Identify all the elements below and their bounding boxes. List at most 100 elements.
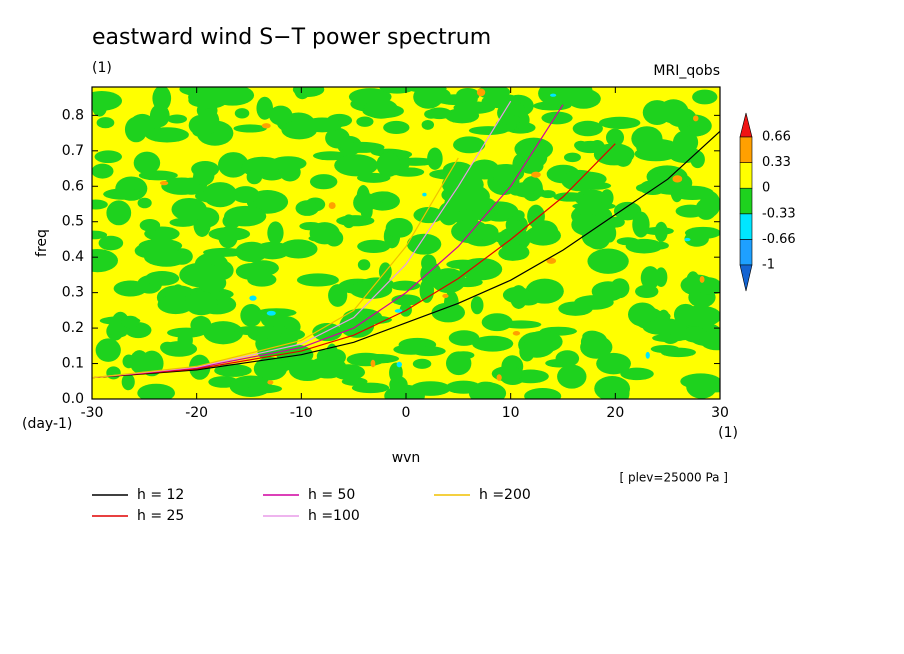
model-label: MRI_qobs: [653, 63, 720, 79]
field-patch: [376, 152, 401, 177]
field-patch: [356, 354, 400, 364]
y-tick-label: 0.4: [62, 249, 84, 265]
colorbar-label: -1: [762, 258, 775, 273]
colorbar-label: 0: [762, 181, 770, 196]
y-tick-label: 0.6: [62, 178, 84, 194]
field-patch: [459, 257, 503, 281]
legend-label: h =200: [479, 487, 531, 503]
field-patch: [261, 123, 271, 129]
field-patch: [383, 120, 410, 134]
field-patch: [224, 205, 267, 227]
x-tick-label: -20: [185, 405, 208, 421]
field-patch: [476, 224, 499, 241]
field-patch: [431, 302, 465, 323]
field-patch: [594, 376, 631, 399]
field-patch: [357, 172, 391, 183]
curve: [92, 130, 720, 379]
field-patch: [591, 281, 625, 302]
field-patch: [419, 278, 435, 303]
field-patch: [256, 96, 274, 120]
field-patch: [390, 280, 421, 291]
field-patch: [596, 352, 631, 375]
annotation: [ plev=25000 Pa ]: [619, 471, 728, 485]
field-patch: [427, 147, 443, 170]
field-patch: [145, 127, 189, 143]
x-tick-label: 30: [711, 405, 729, 421]
field-patch: [159, 181, 169, 186]
field-patch: [92, 248, 118, 273]
field-patch: [299, 221, 322, 231]
field-patch: [356, 185, 370, 209]
field-patch: [636, 139, 681, 158]
field-patch: [550, 93, 557, 97]
colorbar-label: -0.66: [762, 232, 796, 247]
y-tick-label: 0.2: [62, 320, 84, 336]
field-patch: [103, 188, 143, 200]
field-patch: [699, 276, 705, 283]
shaded-field: [92, 87, 720, 399]
field-patch: [525, 278, 564, 304]
field-patch: [673, 303, 698, 326]
field-patch: [294, 87, 311, 100]
legend-label: h =100: [308, 508, 360, 524]
x-unit: (1): [718, 425, 738, 441]
field-patch: [504, 244, 530, 261]
field-patch: [481, 313, 513, 332]
field-patch: [632, 211, 650, 238]
field-patch: [350, 215, 365, 225]
field-patch: [500, 114, 522, 126]
field-patch: [351, 382, 390, 394]
colorbar-box: [739, 162, 753, 189]
y-tick-label: 0.5: [62, 214, 84, 230]
field-patch: [524, 330, 563, 353]
curve: [92, 100, 512, 379]
field-patch: [167, 114, 187, 124]
field-patch: [492, 230, 537, 245]
field-patch: [171, 197, 207, 221]
field-patch: [620, 367, 654, 381]
field-patch: [96, 117, 115, 129]
field-patch: [635, 183, 652, 192]
curve: [92, 157, 459, 379]
colorbar-box: [739, 136, 753, 163]
field-patch: [312, 151, 349, 161]
field-patch: [438, 201, 460, 226]
field-patch: [628, 302, 657, 327]
field-patch: [92, 91, 123, 111]
field-patch: [443, 161, 473, 177]
field-patch: [593, 143, 635, 166]
field-patch: [364, 99, 398, 119]
field-patch: [557, 364, 587, 389]
field-patch: [531, 171, 541, 178]
field-patch: [428, 88, 451, 102]
legend-label: h = 50: [308, 487, 355, 503]
field-patch: [161, 177, 203, 195]
field-patch: [684, 237, 691, 242]
field-patch: [692, 89, 718, 105]
field-patch: [92, 199, 108, 210]
field-patch: [472, 335, 514, 352]
field-patch: [240, 304, 263, 327]
field-patch: [524, 387, 562, 399]
field-patch: [218, 152, 249, 178]
field-patch: [513, 110, 530, 130]
field-patch: [396, 361, 402, 368]
field-patch: [469, 159, 500, 180]
field-patch: [328, 202, 336, 209]
field-patch: [95, 338, 121, 362]
chart-title: eastward wind S−T power spectrum: [92, 25, 491, 50]
field-patch: [233, 124, 267, 133]
field-patch: [270, 156, 307, 171]
field-patch: [410, 381, 451, 396]
field-patch: [453, 136, 486, 154]
colorbar-extend: [739, 264, 753, 292]
field-patch: [133, 151, 161, 175]
field-patch: [574, 140, 588, 150]
field-patch: [389, 362, 403, 384]
field-patch: [470, 296, 484, 315]
field-patch: [693, 115, 699, 122]
field-patch: [680, 373, 720, 390]
field-patch: [572, 120, 603, 137]
field-patch: [203, 321, 244, 345]
